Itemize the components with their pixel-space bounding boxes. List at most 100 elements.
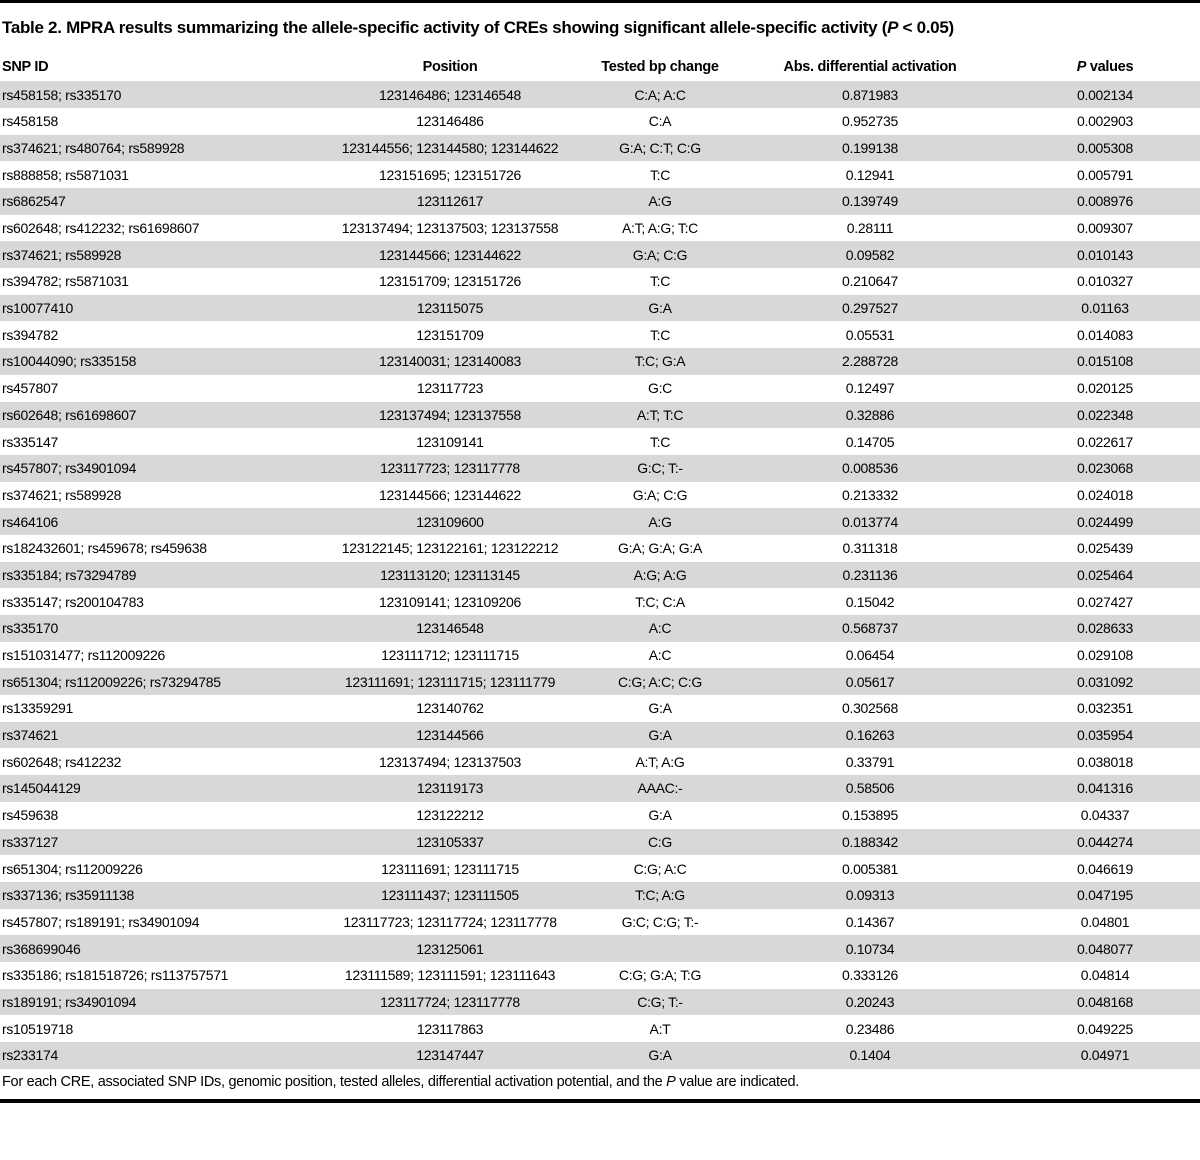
activation-cell: 0.09582 xyxy=(845,246,895,263)
position-cell: 123144566; 123144622 xyxy=(379,246,521,263)
snp-id-cell: rs337127 xyxy=(2,833,58,850)
snp-id-cell: rs888858; rs5871031 xyxy=(2,166,129,183)
position-cell: 123146486; 123146548 xyxy=(379,86,521,103)
table-row: rs374621; rs589928 123144566; 123144622 G:… xyxy=(0,482,1200,509)
table-row: rs374621; rs480764; rs589928 123144556; 1… xyxy=(0,134,1200,162)
table-title: Table 2. MPRA results summarizing the al… xyxy=(2,17,1200,38)
snp-id-cell: rs145044129 xyxy=(2,780,81,797)
snp-id-cell: rs6862547 xyxy=(2,193,66,210)
pvalue-cell: 0.047195 xyxy=(1077,887,1133,904)
pvalue-cell: 0.023068 xyxy=(1077,460,1133,477)
snp-id-cell: rs368699046 xyxy=(2,940,81,957)
pvalue-cell: 0.04337 xyxy=(1080,807,1130,824)
activation-cell: 0.005381 xyxy=(842,860,898,877)
activation-cell: 0.311318 xyxy=(842,540,898,557)
activation-cell: 0.15042 xyxy=(845,593,895,610)
pvalue-cell: 0.041316 xyxy=(1077,780,1133,797)
position-cell: 123117723 xyxy=(416,380,484,397)
snp-id-cell: rs651304; rs112009226 xyxy=(2,860,143,877)
bp-change-cell: G:A xyxy=(648,727,672,744)
position-cell: 123151709 xyxy=(416,326,484,343)
activation-cell: 0.210647 xyxy=(842,273,898,290)
snp-id-cell: rs233174 xyxy=(2,1047,58,1064)
bp-change-cell: G:A; C:T; C:G xyxy=(619,139,701,156)
position-cell: 123146486 xyxy=(416,113,484,130)
pvalue-cell: 0.002903 xyxy=(1077,113,1133,130)
bp-change-cell: C:G xyxy=(648,833,672,850)
position-cell: 123137494; 123137503 xyxy=(379,753,521,770)
activation-cell: 0.12941 xyxy=(845,166,895,183)
position-cell: 123109600 xyxy=(416,513,484,530)
table-row: rs10519718 123117863 A:T 0.23486 0.049225 xyxy=(0,1015,1200,1042)
bp-change-cell: G:A; G:A; G:A xyxy=(617,540,702,557)
activation-cell: 0.28111 xyxy=(846,220,894,237)
table-row: rs464106 123109600 A:G 0.013774 0.024499 xyxy=(0,508,1200,535)
snp-id-cell: rs10519718 xyxy=(2,1020,73,1037)
table-row: rs335186; rs181518726; rs113757571 123111… xyxy=(0,962,1200,989)
bp-change-cell: G:A xyxy=(648,300,672,317)
table-row: rs394782; rs5871031 123151709; 123151726 T… xyxy=(0,268,1200,295)
position-cell: 123125061 xyxy=(416,940,484,957)
position-cell: 123122145; 123122161; 123122212 xyxy=(341,540,559,557)
snp-id-cell: rs10044090; rs335158 xyxy=(2,353,137,370)
table-row: rs602648; rs412232; rs61698607 123137494;… xyxy=(0,215,1200,242)
position-cell: 123122212 xyxy=(416,807,484,824)
position-cell: 123112617 xyxy=(416,193,484,210)
pvalue-cell: 0.044274 xyxy=(1077,833,1133,850)
position-cell: 123140031; 123140083 xyxy=(379,353,521,370)
pvalue-cell: 0.020125 xyxy=(1077,380,1133,397)
snp-id-cell: rs602648; rs412232; rs61698607 xyxy=(2,220,200,237)
snp-id-cell: rs335147 xyxy=(2,433,58,450)
bp-change-cell: A:G xyxy=(648,193,672,210)
snp-id-cell: rs335147; rs200104783 xyxy=(2,593,144,610)
table-row: rs602648; rs412232 123137494; 123137503 A:… xyxy=(0,748,1200,775)
pvalue-cell: 0.04814 xyxy=(1080,967,1130,984)
table-row: rs394782 123151709 T:C 0.05531 0.014083 xyxy=(0,321,1200,348)
pvalue-cell: 0.010327 xyxy=(1077,273,1133,290)
activation-cell: 0.23486 xyxy=(845,1020,895,1037)
table-row: rs602648; rs61698607 123137494; 123137558… xyxy=(0,401,1200,429)
pvalue-cell: 0.015108 xyxy=(1077,353,1133,370)
pvalue-cell: 0.048077 xyxy=(1077,940,1133,957)
position-cell: 123137494; 123137503; 123137558 xyxy=(341,220,559,237)
bp-change-cell: T:C; G:A xyxy=(634,353,686,370)
table-row: rs374621; rs589928 123144566; 123144622 G:… xyxy=(0,241,1200,269)
activation-cell: 0.188342 xyxy=(842,833,898,850)
bp-change-cell: G:A xyxy=(648,700,672,717)
pvalue-cell: 0.024018 xyxy=(1077,486,1133,503)
table-row: rs335147; rs200104783 123109141; 12310920… xyxy=(0,588,1200,615)
table-top-rule xyxy=(0,0,1200,3)
snp-id-cell: rs457807; rs189191; rs34901094 xyxy=(2,913,200,930)
table-row: rs368699046 123125061 0.10734 0.048077 xyxy=(0,935,1200,962)
pvalue-cell: 0.04801 xyxy=(1080,913,1130,930)
bp-change-cell: T:C xyxy=(649,326,671,343)
column-header-snp-id-label: SNP ID xyxy=(2,59,49,76)
activation-cell: 0.302568 xyxy=(842,700,898,717)
column-header-position: Position xyxy=(310,45,590,81)
activation-cell: 0.32886 xyxy=(845,406,895,423)
bp-change-cell: G:C; C:G; T:- xyxy=(621,913,699,930)
activation-cell: 0.213332 xyxy=(842,486,898,503)
table-header-row: SNP ID Position Tested bp change Abs. di… xyxy=(0,45,1200,81)
column-header-snp-id: SNP ID xyxy=(0,45,310,81)
position-cell: 123111589; 123111591; 123111643 xyxy=(344,967,556,984)
pvalue-cell: 0.029108 xyxy=(1077,647,1133,664)
bp-change-cell: T:C; A:G xyxy=(635,887,685,904)
pvalue-cell: 0.01163 xyxy=(1081,300,1129,317)
bp-change-cell: C:G; G:A; T:G xyxy=(618,967,702,984)
position-cell: 123119173 xyxy=(416,780,484,797)
bp-change-cell: A:C xyxy=(648,620,672,637)
activation-cell: 0.14367 xyxy=(845,913,895,930)
table-title-text: Table 2. MPRA results summarizing the al… xyxy=(2,18,888,37)
snp-id-cell: rs374621; rs589928 xyxy=(2,246,122,263)
snp-id-cell: rs13359291 xyxy=(2,700,73,717)
activation-cell: 0.008536 xyxy=(842,460,898,477)
position-cell: 123117863 xyxy=(416,1020,484,1037)
table-row: rs458158; rs335170 123146486; 123146548 C:… xyxy=(0,81,1200,108)
position-cell: 123146548 xyxy=(416,620,484,637)
activation-cell: 0.153895 xyxy=(842,807,898,824)
table-row: rs337127 123105337 C:G 0.188342 0.044274 xyxy=(0,828,1200,856)
position-cell: 123105337 xyxy=(416,833,484,850)
bp-change-cell: C:G; T:- xyxy=(637,993,683,1010)
table-row: rs10044090; rs335158 123140031; 123140083… xyxy=(0,348,1200,375)
